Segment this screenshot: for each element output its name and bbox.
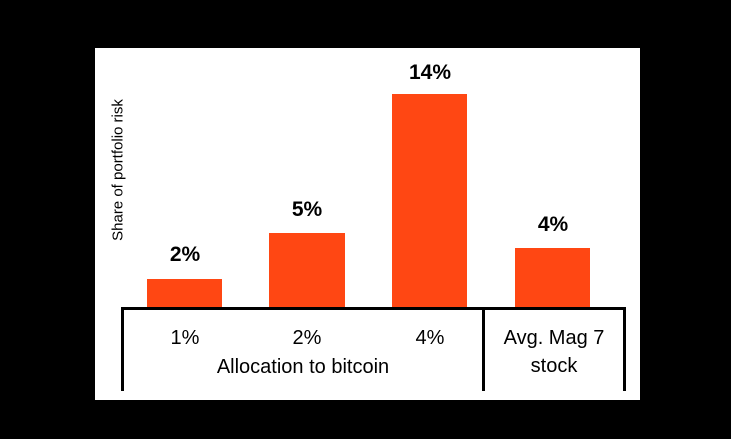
x-tick-2pct: 2%: [292, 327, 322, 349]
value-label-mag7: 4%: [537, 213, 569, 236]
value-label-2pct: 5%: [291, 198, 323, 221]
right-axis-border: [623, 307, 626, 391]
x-tick-mag7-line1: Avg. Mag 7: [503, 327, 605, 349]
group-divider: [482, 307, 485, 391]
x-axis-line: [121, 307, 626, 310]
y-axis-label: Share of portfolio risk: [109, 99, 127, 241]
value-label-1pct: 2%: [169, 243, 201, 266]
left-axis-border: [121, 307, 124, 391]
x-group-label-bitcoin: Allocation to bitcoin: [216, 356, 390, 378]
bar-4pct: [392, 94, 467, 309]
x-tick-1pct: 1%: [170, 327, 200, 349]
value-label-4pct: 14%: [408, 61, 452, 84]
bar-1pct: [147, 279, 222, 309]
x-tick-4pct: 4%: [415, 327, 445, 349]
bar-2pct: [269, 233, 345, 309]
chart-panel: [95, 48, 640, 400]
x-tick-mag7-line2: stock: [530, 355, 578, 377]
bar-mag7: [515, 248, 590, 309]
